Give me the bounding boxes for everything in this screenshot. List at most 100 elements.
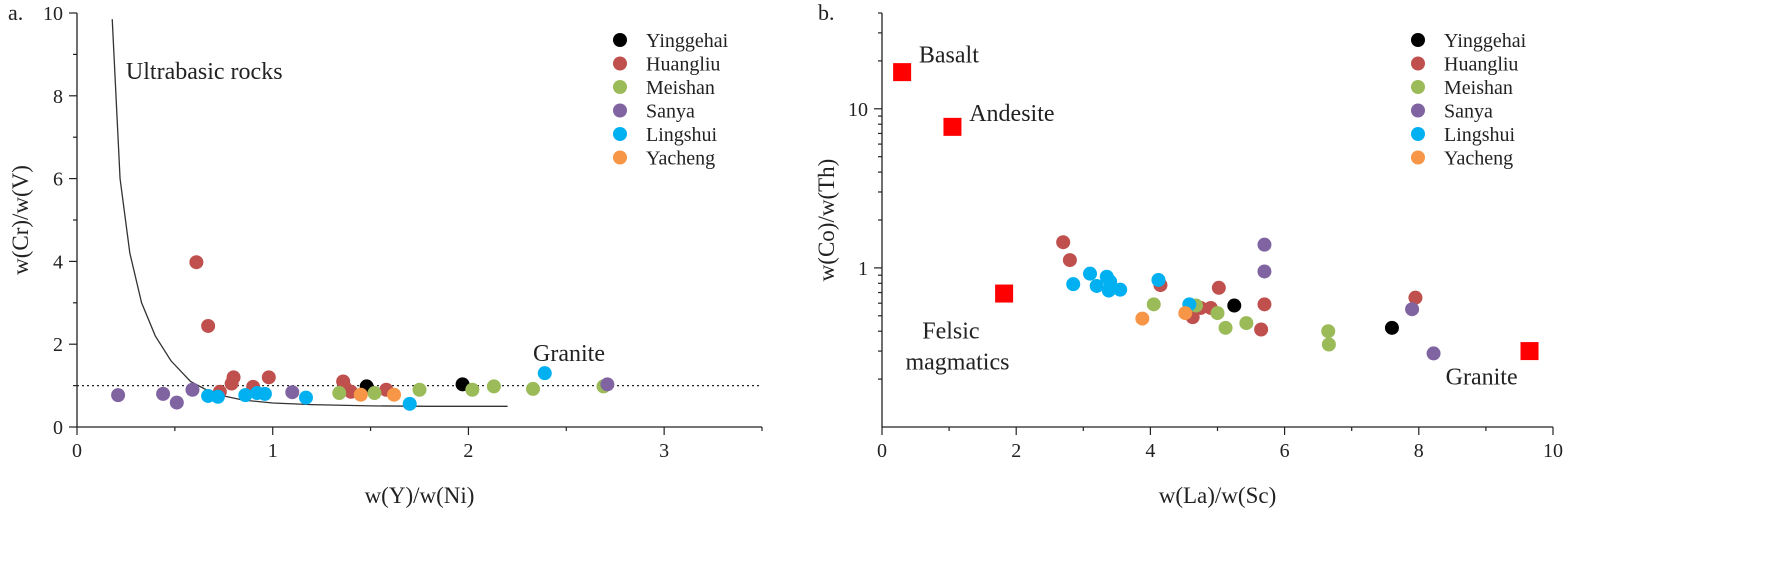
reference-marker-granite	[1520, 342, 1539, 361]
data-point-meishan	[332, 386, 347, 401]
legend-label-yacheng: Yacheng	[646, 148, 715, 170]
legend: Yinggehai Huangliu Meishan Sanya Lingshu…	[613, 30, 729, 170]
legend-label-huangliu: Huangliu	[646, 54, 720, 76]
y-tick-label: 10	[848, 99, 868, 121]
data-point-sanya	[185, 382, 200, 397]
axes-layer: 0 2 4 6 8 10 1 10	[848, 12, 1563, 462]
data-point-meishan	[465, 382, 480, 397]
data-point-lingshui	[1113, 282, 1128, 297]
x-tick-label: 0	[877, 440, 887, 462]
reference-marker-andesite	[943, 117, 962, 136]
y-axis-label: w(Co)/w(Th)	[814, 159, 839, 282]
data-point-lingshui	[537, 366, 552, 381]
x-tick-label: 2	[463, 440, 473, 462]
annotation-basalt: Basalt	[919, 43, 979, 69]
reference-markers-layer	[893, 63, 1539, 361]
data-point-lingshui	[210, 389, 225, 404]
legend-marker-huangliu	[1411, 56, 1425, 71]
data-point-sanya	[169, 395, 184, 410]
data-point-lingshui	[1066, 277, 1081, 292]
data-point-sanya	[1257, 264, 1272, 279]
data-point-sanya	[1405, 302, 1420, 317]
y-tick-label: 4	[53, 251, 63, 273]
annotation-andesite: Andesite	[969, 101, 1054, 127]
x-tick-label: 1	[268, 440, 278, 462]
y-axis-label: w(Cr)/w(V)	[8, 165, 33, 275]
legend-marker-yacheng	[1411, 150, 1425, 165]
points-layer	[111, 255, 615, 411]
legend-label-meishan: Meishan	[1444, 77, 1513, 99]
data-point-yinggehai	[1227, 298, 1242, 313]
data-point-lingshui	[298, 390, 313, 405]
annotation-granite: Granite	[533, 341, 605, 367]
data-point-huangliu	[1211, 280, 1226, 295]
x-tick-label: 2	[1011, 440, 1021, 462]
annotation-magmatics: magmatics	[905, 349, 1009, 375]
data-point-lingshui	[1101, 283, 1116, 298]
data-point-yacheng	[1178, 306, 1193, 321]
x-tick-label: 10	[1543, 440, 1563, 462]
legend-label-yinggehai: Yinggehai	[1444, 30, 1527, 52]
data-point-meishan	[412, 382, 427, 397]
x-tick-label: 3	[659, 440, 669, 462]
legend-marker-sanya	[613, 103, 627, 118]
legend-label-yinggehai: Yinggehai	[646, 30, 729, 52]
annotation-ultrabasic-rocks: Ultrabasic rocks	[126, 59, 283, 85]
legend-label-lingshui: Lingshui	[1444, 124, 1516, 146]
legend-marker-lingshui	[613, 127, 627, 141]
data-point-sanya	[1426, 346, 1441, 361]
points-layer	[1056, 235, 1441, 361]
data-point-lingshui	[238, 388, 253, 403]
curve-layer	[111, 19, 508, 407]
legend-marker-yinggehai	[1411, 33, 1425, 47]
legend-marker-meishan	[1411, 80, 1425, 94]
y-tick-label: 0	[53, 417, 63, 439]
y-tick-label: 8	[53, 86, 63, 108]
data-point-lingshui	[1151, 272, 1166, 287]
data-point-yacheng	[353, 387, 368, 402]
data-point-meishan	[526, 381, 541, 396]
data-point-meishan	[1210, 306, 1225, 321]
data-point-huangliu	[201, 318, 216, 333]
y-tick-label: 1	[858, 258, 868, 280]
data-point-huangliu	[1408, 290, 1423, 305]
legend-label-sanya: Sanya	[646, 101, 695, 123]
data-point-lingshui	[402, 396, 417, 411]
legend-label-meishan: Meishan	[646, 77, 715, 99]
x-tick-label: 8	[1414, 440, 1424, 462]
x-tick-label: 4	[1145, 440, 1155, 462]
data-point-meishan	[1146, 297, 1161, 312]
reference-marker-felsic-magmatics	[995, 284, 1014, 303]
annotation-granite: Granite	[1446, 364, 1518, 390]
x-axis-label: w(La)/w(Sc)	[1159, 483, 1277, 508]
y-tick-label: 10	[43, 3, 63, 25]
data-point-lingshui	[257, 386, 272, 401]
legend-marker-meishan	[613, 80, 627, 94]
y-tick-label: 6	[53, 169, 63, 191]
legend-label-huangliu: Huangliu	[1444, 54, 1518, 76]
panel-a-label: a.	[8, 0, 23, 25]
data-point-meishan	[1321, 324, 1336, 339]
legend-marker-sanya	[1411, 103, 1425, 118]
data-point-huangliu	[1254, 322, 1269, 337]
x-tick-label: 6	[1280, 440, 1290, 462]
data-point-meishan	[1218, 320, 1233, 335]
legend: Yinggehai Huangliu Meishan Sanya Lingshu…	[1411, 30, 1527, 170]
reference-marker-basalt	[893, 63, 912, 82]
data-point-huangliu	[189, 255, 204, 270]
legend-label-sanya: Sanya	[1444, 101, 1493, 123]
axes-layer: 0 1 2 3 0 2 4 6 8 10	[43, 3, 763, 462]
x-tick-label: 0	[72, 440, 82, 462]
data-point-meishan	[1239, 316, 1254, 331]
data-point-sanya	[1257, 237, 1272, 252]
data-point-yacheng	[387, 387, 402, 402]
data-point-lingshui	[1083, 266, 1098, 281]
data-point-huangliu	[1257, 297, 1272, 312]
data-point-meishan	[367, 386, 382, 401]
data-point-meishan	[486, 379, 501, 394]
legend-marker-yinggehai	[613, 33, 627, 47]
legend-marker-lingshui	[1411, 127, 1425, 141]
data-point-yacheng	[1135, 311, 1150, 326]
